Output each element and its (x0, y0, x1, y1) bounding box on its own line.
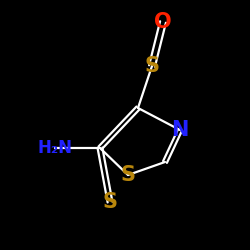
Text: N: N (171, 120, 189, 140)
Text: H₂N: H₂N (38, 139, 72, 157)
Text: S: S (120, 165, 136, 185)
Text: S: S (144, 56, 160, 76)
Text: O: O (154, 12, 172, 32)
Text: S: S (102, 192, 118, 212)
